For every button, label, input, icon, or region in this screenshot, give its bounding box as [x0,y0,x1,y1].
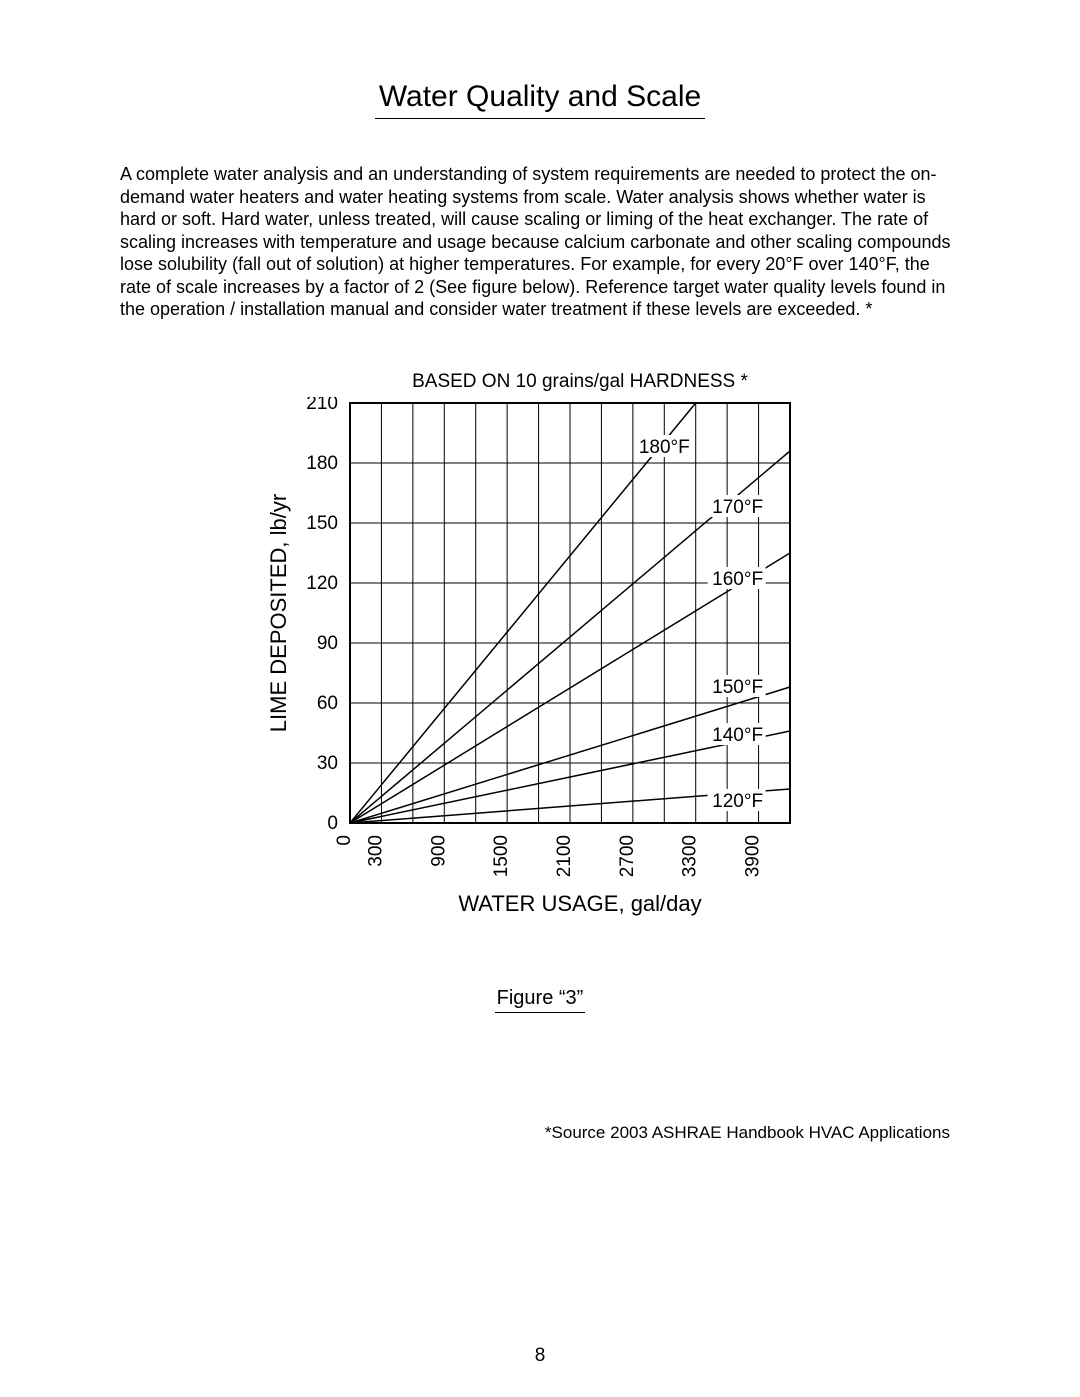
svg-text:120: 120 [306,573,338,594]
svg-text:140°F: 140°F [712,725,763,746]
svg-text:0: 0 [327,813,338,834]
svg-text:3900: 3900 [743,835,764,877]
svg-text:1500: 1500 [491,835,512,877]
svg-text:300: 300 [365,835,386,867]
chart-title: BASED ON 10 grains/gal HARDNESS * [340,371,820,393]
figure-label: Figure “3” [495,987,586,1013]
source-note: *Source 2003 ASHRAE Handbook HVAC Applic… [0,1123,1080,1143]
svg-text:180°F: 180°F [639,437,690,458]
chart-svg: 180°F 170°F 160°F 150°F 140°F 120°F 0 30 60 90 120… [260,397,800,883]
svg-text:150°F: 150°F [712,677,763,698]
svg-text:170°F: 170°F [712,497,763,518]
page-title: Water Quality and Scale [375,80,705,119]
svg-text:60: 60 [317,693,338,714]
svg-text:30: 30 [317,753,338,774]
svg-text:120°F: 120°F [712,791,763,812]
x-axis-label: WATER USAGE, gal/day [340,891,820,917]
svg-text:210: 210 [306,397,338,414]
lime-deposit-chart: BASED ON 10 grains/gal HARDNESS * 180°F1… [260,371,820,917]
svg-text:3300: 3300 [680,835,701,877]
svg-text:2700: 2700 [617,835,638,877]
body-paragraph: A complete water analysis and an underst… [120,163,960,321]
svg-text:150: 150 [306,513,338,534]
svg-text:900: 900 [428,835,449,867]
page-number: 8 [0,1345,1080,1367]
svg-text:LIME DEPOSITED, lb/yr: LIME DEPOSITED, lb/yr [266,493,291,731]
svg-text:180: 180 [306,453,338,474]
svg-text:160°F: 160°F [712,569,763,590]
svg-text:2100: 2100 [554,835,575,877]
svg-text:0: 0 [334,835,355,846]
svg-text:90: 90 [317,633,338,654]
